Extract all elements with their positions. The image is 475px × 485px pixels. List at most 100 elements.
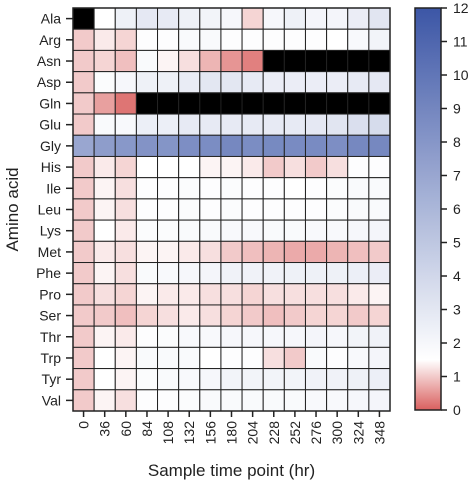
y-tick-label: Asp: [37, 74, 61, 90]
heatmap-cell: [72, 198, 95, 221]
heatmap-cell: [72, 325, 95, 348]
heatmap-cell: [114, 7, 137, 30]
heatmap-cell: [326, 219, 349, 242]
heatmap-cell: [304, 240, 328, 264]
heatmap-cell: [368, 283, 391, 306]
heatmap-cell: [157, 92, 180, 115]
heatmap-cell: [304, 177, 328, 200]
heatmap-cell: [241, 177, 264, 200]
heatmap-cell: [93, 389, 116, 412]
x-axis-label: Sample time point (hr): [148, 461, 315, 480]
heatmap-cell: [368, 325, 391, 348]
heatmap-cell: [241, 389, 264, 412]
heatmap-cell: [262, 177, 285, 200]
heatmap-cell: [347, 389, 370, 412]
heatmap-cell: [220, 240, 243, 264]
heatmap-cell: [283, 7, 306, 30]
heatmap-cell: [114, 283, 137, 306]
heatmap-cell: [262, 240, 285, 264]
heatmap-cell: [199, 325, 222, 348]
heatmap-cell: [283, 346, 306, 370]
x-tick-label: 132: [181, 421, 197, 445]
heatmap-cell: [304, 71, 328, 94]
heatmap-cell: [347, 325, 370, 348]
heatmap-cell: [262, 346, 285, 370]
heatmap-cell: [157, 304, 180, 327]
heatmap-cell: [157, 113, 180, 136]
heatmap-cell: [114, 113, 137, 136]
heatmap-cell: [326, 283, 349, 306]
heatmap-cell: [262, 325, 285, 348]
heatmap-cell: [93, 28, 116, 51]
heatmap-cell: [368, 198, 391, 221]
y-tick-label: Ala: [41, 11, 61, 27]
heatmap-cell: [220, 92, 243, 115]
heatmap-cell: [135, 155, 159, 179]
heatmap-cell: [262, 7, 285, 30]
heatmap-cell: [241, 240, 264, 264]
heatmap-cell: [326, 368, 349, 391]
heatmap-cell: [178, 368, 201, 391]
heatmap-cell: [220, 219, 243, 242]
heatmap-cell: [93, 198, 116, 221]
heatmap-cell: [199, 113, 222, 136]
heatmap-cell: [283, 113, 306, 136]
heatmap-cell: [135, 283, 159, 306]
heatmap-cell: [157, 283, 180, 306]
y-tick-label: Gly: [40, 138, 61, 154]
heatmap-cell: [93, 325, 116, 348]
heatmap-cell: [93, 134, 116, 157]
heatmap-cell: [347, 368, 370, 391]
heatmap-cell: [72, 28, 95, 51]
heatmap-cell: [178, 155, 201, 179]
heatmap-cell: [135, 134, 159, 157]
heatmap-cell: [347, 304, 370, 327]
heatmap-cell: [114, 368, 137, 391]
heatmap-cell: [199, 346, 222, 370]
heatmap-cell: [93, 346, 116, 370]
heatmap-cell: [241, 7, 264, 30]
heatmap-cell: [72, 113, 95, 136]
heatmap-cell: [114, 346, 137, 370]
heatmap-cell: [178, 113, 201, 136]
heatmap-cell: [93, 240, 116, 264]
heatmap-cell: [135, 113, 159, 136]
heatmap-cell: [114, 28, 137, 51]
y-tick-label: Leu: [38, 202, 61, 218]
colorbar-tick-label: 10: [453, 67, 469, 83]
heatmap-cell: [199, 262, 222, 285]
heatmap-cell: [93, 7, 116, 30]
heatmap-cell: [283, 134, 306, 157]
heatmap-cell: [178, 262, 201, 285]
heatmap-cell: [326, 155, 349, 179]
heatmap-cell: [135, 7, 159, 30]
heatmap-cell: [241, 219, 264, 242]
colorbar-tick-label: 1: [453, 369, 461, 385]
heatmap-cell: [178, 28, 201, 51]
heatmap-cell: [220, 7, 243, 30]
heatmap-cell: [304, 346, 328, 370]
heatmap-cell: [135, 389, 159, 412]
y-tick-label: Arg: [39, 32, 61, 48]
heatmap-cell: [347, 92, 370, 115]
x-tick-labels: 0 36 60 84 108 132 156 180 204 228 252 276 300 324 348: [76, 411, 387, 445]
heatmap-cell: [72, 177, 95, 200]
heatmap-cell: [347, 113, 370, 136]
heatmap-cell: [347, 155, 370, 179]
heatmap-cell: [135, 262, 159, 285]
heatmap-cell: [241, 49, 264, 73]
heatmap-cell: [347, 71, 370, 94]
heatmap-cell: [304, 134, 328, 157]
heatmap-cell: [114, 198, 137, 221]
heatmap-cell: [283, 219, 306, 242]
heatmap-cell: [114, 219, 137, 242]
y-tick-label: Ser: [39, 308, 61, 324]
heatmap-cell: [157, 28, 180, 51]
heatmap-cell: [368, 49, 391, 73]
heatmap-cell: [283, 177, 306, 200]
heatmap-cell: [178, 71, 201, 94]
heatmap-cell: [262, 71, 285, 94]
heatmap-cell: [72, 262, 95, 285]
heatmap-cell: [199, 198, 222, 221]
heatmap-cell: [262, 389, 285, 412]
